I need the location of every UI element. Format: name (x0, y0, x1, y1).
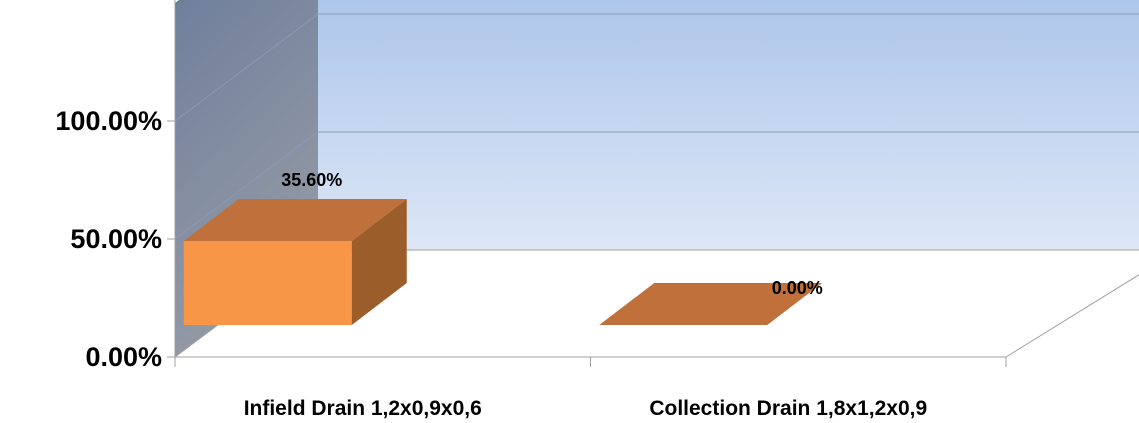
bar-side (351, 198, 407, 325)
bar-0 (183, 198, 407, 325)
category-label: Infield Drain 1,2x0,9x0,6 (244, 397, 482, 420)
category-label: Collection Drain 1,8x1,2x0,9 (649, 397, 927, 420)
data-label: 0.00% (772, 278, 823, 298)
y-tick-label: 100.00% (55, 106, 162, 136)
data-labels: 35.60% 0.00% (281, 170, 823, 298)
y-tick-labels: 0.00% 50.00% 100.00% (55, 106, 162, 372)
y-tick-label: 50.00% (70, 224, 162, 254)
gridline-2 (174, 13, 1139, 122)
bar-1 (599, 283, 823, 325)
category-labels: Infield Drain 1,2x0,9x0,6 Collection Drai… (244, 397, 927, 420)
data-label: 35.60% (281, 170, 342, 190)
y-tick-label: 0.00% (85, 342, 162, 372)
back-wall (318, 0, 1139, 250)
gridline-1 (174, 131, 1139, 240)
bar-front (183, 240, 352, 325)
bars (183, 198, 823, 325)
gridlines (174, 13, 1139, 240)
bar-top (183, 198, 407, 241)
axes (167, 0, 1007, 367)
bar-top (599, 283, 823, 325)
